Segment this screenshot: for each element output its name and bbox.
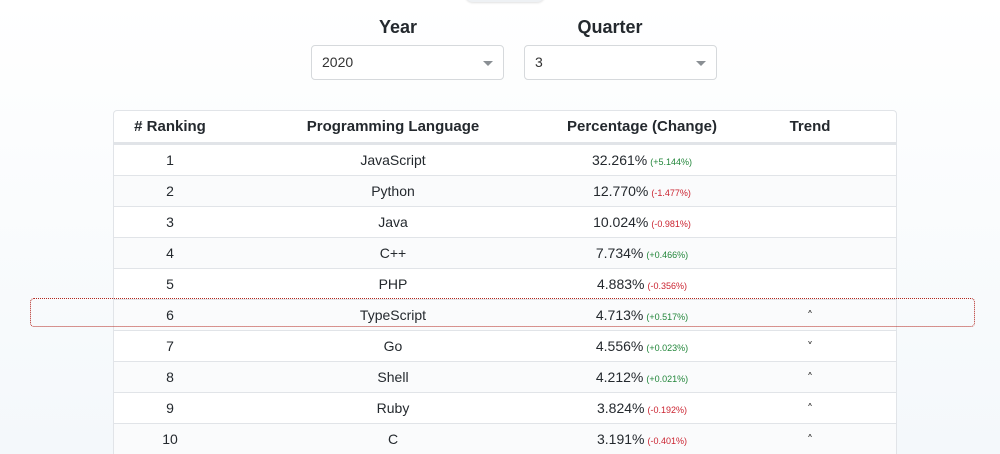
column-header-language[interactable]: Programming Language: [226, 111, 560, 145]
percentage-value: 12.770%: [593, 183, 649, 199]
percentage-change: (+5.144%): [650, 157, 693, 167]
language-cell: Go: [226, 330, 560, 362]
chevron-down-icon: ˅: [807, 340, 813, 354]
percentage-cell: 4.556% (+0.023%): [560, 330, 724, 362]
percentage-value: 3.824%: [597, 400, 645, 416]
chevron-up-icon: ˄: [807, 371, 813, 385]
percentage-change: (-0.192%): [647, 405, 687, 415]
language-cell: Ruby: [226, 392, 560, 424]
percentage-change: (+0.021%): [646, 374, 689, 384]
quarter-select[interactable]: 3: [524, 45, 717, 80]
percentage-change: (+0.517%): [646, 312, 689, 322]
percentage-cell: 32.261% (+5.144%): [560, 144, 724, 176]
ranking-cell: 2: [114, 175, 226, 207]
percentage-change: (-1.477%): [651, 188, 691, 198]
column-header-percentage[interactable]: Percentage (Change): [560, 111, 724, 145]
trend-cell: [724, 144, 896, 176]
ranking-cell: 9: [114, 392, 226, 424]
year-select[interactable]: 2020: [311, 45, 504, 80]
table-row[interactable]: 7 Go 4.556% (+0.023%) ˅: [114, 330, 896, 362]
percentage-cell: 4.713% (+0.517%): [560, 299, 724, 331]
percentage-value: 4.883%: [597, 276, 645, 292]
percentage-value: 4.713%: [595, 307, 644, 323]
trend-cell: ˄: [724, 299, 896, 331]
trend-cell: [724, 237, 896, 269]
ranking-cell: 4: [114, 237, 226, 269]
language-cell: JavaScript: [360, 152, 426, 168]
year-filter: Year 2020: [302, 16, 504, 80]
percentage-change: (+0.023%): [646, 343, 689, 353]
ranking-cell: 7: [114, 330, 226, 362]
percentage-change: (-0.981%): [651, 219, 691, 229]
percentage-value: 7.734%: [595, 245, 644, 261]
table-row[interactable]: 5 PHP 4.883% (-0.356%): [114, 268, 896, 300]
chevron-down-icon: [696, 61, 706, 66]
table-row[interactable]: 2 Python 12.770% (-1.477%): [114, 175, 896, 207]
percentage-cell: 12.770% (-1.477%): [560, 175, 724, 207]
trend-cell: ˄: [724, 423, 896, 454]
trend-cell: ˄: [724, 361, 896, 393]
trend-cell: [724, 206, 896, 238]
year-select-value: 2020: [322, 54, 354, 70]
percentage-cell: 10.024% (-0.981%): [560, 206, 724, 238]
chevron-down-icon: [483, 61, 493, 66]
quarter-label: Quarter: [577, 17, 643, 37]
year-label: Year: [378, 17, 418, 37]
percentage-change: (-0.401%): [647, 436, 687, 446]
table-row[interactable]: 6 TypeScript 4.713% (+0.517%) ˄: [114, 299, 896, 331]
language-cell: TypeScript: [226, 299, 560, 331]
percentage-value: 32.261%: [591, 152, 648, 168]
ranking-cell: 8: [114, 361, 226, 393]
percentage-cell: 4.883% (-0.356%): [560, 268, 724, 300]
percentage-cell: 4.212% (+0.021%): [560, 361, 724, 393]
language-cell: Java: [226, 206, 560, 238]
quarter-filter: Quarter 3: [514, 16, 717, 80]
percentage-change: (-0.356%): [647, 281, 687, 291]
percentage-value: 4.212%: [595, 369, 644, 385]
table-row[interactable]: 4 C++ 7.734% (+0.466%): [114, 237, 896, 269]
language-cell: Shell: [226, 361, 560, 393]
trend-cell: ˅: [724, 330, 896, 362]
table-row[interactable]: 10 C 3.191% (-0.401%) ˄: [114, 423, 896, 454]
table-row[interactable]: 1 JavaScript 32.261% (+5.144%): [114, 144, 896, 176]
quarter-select-value: 3: [535, 54, 543, 70]
chevron-up-icon: ˄: [807, 433, 813, 447]
ranking-cell: 1: [166, 152, 174, 168]
language-cell: C++: [226, 237, 560, 269]
top-tab-handle[interactable]: [465, 0, 545, 2]
chevron-up-icon: ˄: [807, 402, 813, 416]
table-row[interactable]: 9 Ruby 3.824% (-0.192%) ˄: [114, 392, 896, 424]
language-cell: C: [226, 423, 560, 454]
percentage-value: 3.191%: [597, 431, 645, 447]
trend-cell: ˄: [724, 392, 896, 424]
chevron-up-icon: ˄: [807, 309, 813, 323]
table-header-row: # Ranking Programming Language Percentag…: [114, 111, 896, 145]
trend-cell: [724, 268, 896, 300]
ranking-cell: 6: [114, 299, 226, 331]
language-cell: PHP: [226, 268, 560, 300]
ranking-cell: 5: [114, 268, 226, 300]
percentage-cell: 7.734% (+0.466%): [560, 237, 724, 269]
table-row[interactable]: 8 Shell 4.212% (+0.021%) ˄: [114, 361, 896, 393]
percentage-value: 4.556%: [595, 338, 644, 354]
percentage-value: 10.024%: [593, 214, 649, 230]
percentage-cell: 3.824% (-0.192%): [560, 392, 724, 424]
trend-cell: [724, 175, 896, 207]
percentage-change: (+0.466%): [646, 250, 689, 260]
column-header-trend[interactable]: Trend: [724, 111, 896, 145]
column-header-ranking[interactable]: # Ranking: [114, 111, 226, 145]
table-row[interactable]: 3 Java 10.024% (-0.981%): [114, 206, 896, 238]
ranking-cell: 10: [114, 423, 226, 454]
language-cell: Python: [226, 175, 560, 207]
ranking-cell: 3: [114, 206, 226, 238]
percentage-cell: 3.191% (-0.401%): [560, 423, 724, 454]
ranking-table: # Ranking Programming Language Percentag…: [113, 110, 897, 454]
